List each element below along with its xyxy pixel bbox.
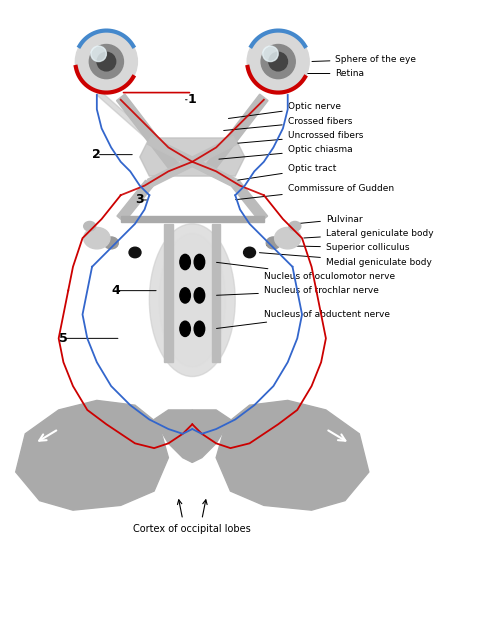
Ellipse shape: [180, 321, 191, 337]
Circle shape: [269, 52, 288, 71]
Text: Commissure of Gudden: Commissure of Gudden: [236, 184, 394, 199]
Ellipse shape: [129, 247, 141, 258]
Polygon shape: [212, 224, 220, 362]
Polygon shape: [120, 216, 264, 222]
Polygon shape: [231, 181, 267, 222]
Ellipse shape: [159, 233, 226, 367]
Text: Nucleus of oculomotor nerve: Nucleus of oculomotor nerve: [216, 262, 395, 281]
Ellipse shape: [84, 228, 110, 249]
Text: Sphere of the eye: Sphere of the eye: [312, 55, 417, 64]
Ellipse shape: [194, 288, 204, 303]
Ellipse shape: [84, 221, 96, 231]
Polygon shape: [216, 401, 369, 510]
Ellipse shape: [180, 288, 191, 303]
Text: Optic chiasma: Optic chiasma: [219, 145, 352, 159]
Ellipse shape: [104, 237, 118, 249]
Polygon shape: [117, 94, 180, 172]
Text: 3: 3: [135, 194, 144, 206]
Circle shape: [91, 46, 107, 62]
Text: Nucleus of abductent nerve: Nucleus of abductent nerve: [216, 310, 390, 328]
Text: Optic tract: Optic tract: [236, 164, 336, 181]
Polygon shape: [205, 94, 268, 172]
Polygon shape: [192, 410, 230, 462]
Circle shape: [75, 31, 137, 92]
Circle shape: [263, 46, 278, 62]
Polygon shape: [16, 401, 168, 510]
Ellipse shape: [149, 224, 235, 377]
Text: Crossed fibers: Crossed fibers: [224, 117, 352, 130]
Ellipse shape: [243, 247, 255, 258]
Polygon shape: [140, 138, 245, 176]
Text: Optic nerve: Optic nerve: [228, 103, 341, 118]
Ellipse shape: [180, 254, 191, 270]
Polygon shape: [164, 224, 173, 362]
Circle shape: [261, 45, 295, 79]
Text: 1: 1: [188, 93, 196, 106]
Circle shape: [89, 45, 123, 79]
Circle shape: [247, 31, 309, 92]
Ellipse shape: [275, 228, 301, 249]
Text: 4: 4: [111, 284, 120, 297]
Text: Medial geniculate body: Medial geniculate body: [260, 253, 432, 267]
Text: Pulvinar: Pulvinar: [298, 214, 362, 223]
Polygon shape: [147, 136, 237, 187]
Text: Uncrossed fibers: Uncrossed fibers: [219, 131, 363, 145]
Polygon shape: [154, 410, 192, 462]
Circle shape: [97, 52, 116, 71]
Polygon shape: [117, 181, 153, 222]
Ellipse shape: [289, 221, 301, 231]
Text: 2: 2: [92, 148, 101, 161]
Ellipse shape: [194, 321, 204, 337]
Text: Retina: Retina: [307, 69, 364, 78]
Text: 5: 5: [59, 332, 67, 345]
Text: Cortex of occipital lobes: Cortex of occipital lobes: [133, 524, 251, 534]
Text: Nucleus of trochlar nerve: Nucleus of trochlar nerve: [216, 286, 379, 295]
Ellipse shape: [266, 237, 281, 249]
Text: Superior colliculus: Superior colliculus: [266, 243, 409, 252]
Text: Lateral geniculate body: Lateral geniculate body: [304, 229, 433, 238]
Ellipse shape: [194, 254, 204, 270]
Polygon shape: [147, 136, 237, 187]
